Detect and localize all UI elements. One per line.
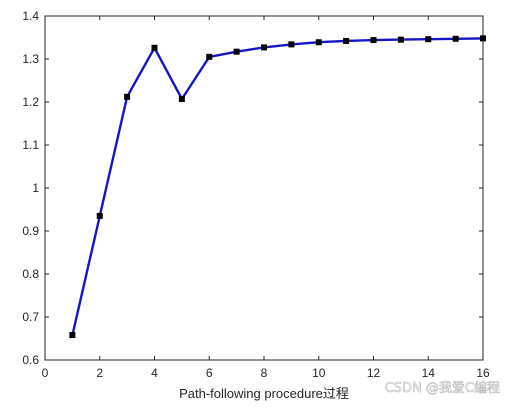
data-point [397,36,404,43]
data-point [261,44,267,51]
y-tick-label: 0.7 [22,310,39,324]
y-tick-label: 0.6 [22,353,39,367]
data-point [480,35,486,42]
plot-area [45,16,483,360]
data-point [151,44,158,51]
data-point [233,48,240,55]
y-tick-label: 0.9 [22,224,39,238]
data-point [178,95,185,102]
x-tick-label: 14 [422,366,436,380]
x-axis-title: Path-following procedure过程 [179,386,349,401]
x-tick-label: 0 [42,366,49,380]
x-tick-label: 12 [367,366,381,380]
series-layer [69,35,486,339]
data-point [315,39,322,46]
data-point [288,41,295,48]
data-point [452,35,459,42]
x-tick-label: 8 [261,366,268,380]
data-point [370,37,377,44]
y-tick-label: 0.8 [22,267,39,281]
data-point [343,37,350,44]
x-tick-label: 4 [151,366,158,380]
y-tick-label: 1.3 [22,52,39,66]
x-tick-label: 10 [312,366,326,380]
data-point [425,36,432,43]
y-tick-label: 1.4 [22,9,39,23]
ticks: 0 2 4 6 8 10 12 14 16 0.6 0.7 0.8 0.9 1 1.1 1.2 1.3 1.4 [22,9,490,380]
x-tick-label: 2 [96,366,103,380]
data-point [69,332,76,339]
data-point [206,53,213,60]
x-tick-label: 6 [206,366,213,380]
y-tick-label: 1.1 [22,138,39,152]
data-point [96,212,103,219]
y-tick-label: 1 [32,181,39,195]
series-line [71,37,484,336]
y-tick-label: 1.2 [22,95,39,109]
watermark: CSDN @我爱C编程 [385,381,500,396]
x-tick-label: 16 [476,366,490,380]
data-point [124,93,131,100]
